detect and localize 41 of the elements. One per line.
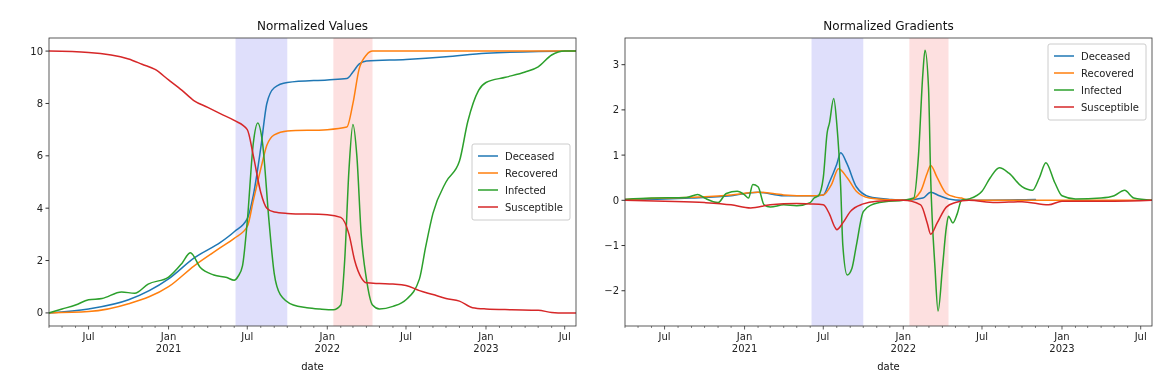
y-tick-label: 1 [612,149,619,161]
x-tick-label: Jan 2023 [1049,331,1075,354]
y-tick-label: −2 [604,285,619,297]
x-tick-label: Jul [1133,331,1147,342]
x-tick-label: Jan 2022 [890,331,917,354]
x-tick-label: Jan 2022 [314,331,341,354]
line-series [49,50,576,314]
y-tick-label: 0 [36,307,43,319]
x-tick-label: Jul [240,331,254,342]
chart-title: Normalized Gradients [823,19,954,33]
y-tick-label: 10 [30,45,43,57]
chart-title: Normalized Values [256,19,369,33]
x-tick-label: Jan 2021 [155,331,182,354]
x-tick-label: Jan 2021 [731,331,758,354]
y-tick-label: 3 [612,59,619,71]
x-tick-label: Jul [81,331,95,342]
y-tick-label: 4 [36,202,43,214]
legend-label: Infected [1081,84,1122,96]
x-tick-label: Jul [557,331,571,342]
legend-label: Recovered [1081,67,1134,79]
line-series [625,49,1152,312]
y-tick-label: 6 [36,150,43,162]
y-tick-label: 8 [36,97,43,109]
x-tick-label: Jul [398,331,413,342]
y-tick-label: 0 [612,194,619,206]
y-tick-label: 2 [612,104,619,116]
legend-label: Susceptible [1081,101,1139,113]
y-tick-label: −1 [604,240,619,252]
x-axis-title: date [877,361,900,372]
x-tick-label: Jul [974,331,989,342]
x-axis-title: date [301,361,324,372]
legend-label: Susceptible [505,201,563,213]
x-tick-label: Jul [657,331,671,342]
x-tick-label: Jan 2023 [473,331,499,354]
legend-label: Deceased [505,150,555,162]
x-tick-label: Jul [816,331,830,342]
legend-label: Infected [505,184,546,196]
legend-label: Recovered [505,167,558,179]
line-series [625,199,1152,235]
y-tick-label: 2 [36,255,43,267]
legend-label: Deceased [1081,50,1131,62]
